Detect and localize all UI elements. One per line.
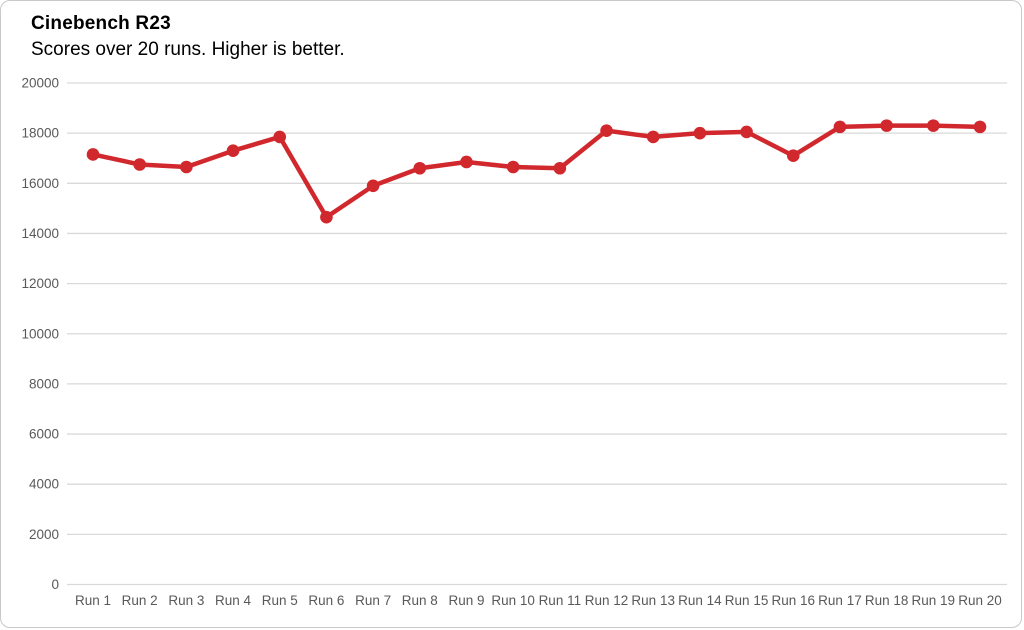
data-point [133,158,146,171]
data-point [927,119,940,132]
x-tick-label: Run 5 [262,593,298,608]
x-tick-label: Run 10 [491,593,535,608]
y-tick-label: 8000 [29,376,59,391]
y-tick-label: 16000 [21,176,59,191]
y-tick-label: 0 [51,577,59,592]
x-tick-label: Run 16 [771,593,815,608]
y-tick-label: 4000 [29,477,59,492]
x-tick-label: Run 6 [308,593,344,608]
y-tick-label: 6000 [29,427,59,442]
data-point [880,119,893,132]
data-point [786,149,800,163]
data-point [413,161,427,175]
x-tick-label: Run 19 [912,593,956,608]
y-tick-label: 18000 [21,126,59,141]
data-point [600,124,613,137]
data-point [366,179,380,193]
x-tick-label: Run 11 [539,593,582,608]
data-point [273,130,287,144]
data-point [833,120,847,134]
x-tick-label: Run 14 [678,593,722,608]
data-point [180,160,193,174]
data-point [740,125,753,139]
y-tick-label: 12000 [21,276,59,291]
x-tick-label: Run 9 [448,593,484,608]
x-tick-label: Run 8 [402,593,438,608]
x-tick-label: Run 15 [725,593,769,608]
data-point [86,148,100,161]
x-tick-label: Run 4 [215,593,252,608]
data-point [973,120,987,134]
y-tick-label: 20000 [21,76,59,91]
data-point [460,155,473,169]
data-point [506,160,520,174]
chart-header: Cinebench R23 Scores over 20 runs. Highe… [31,11,345,63]
y-tick-label: 14000 [21,226,59,241]
series-line [90,123,983,220]
y-tick-label: 2000 [29,527,59,542]
x-tick-label: Run 18 [865,593,909,608]
data-point [320,210,333,224]
x-tick-label: Run 12 [585,593,629,608]
x-tick-label: Run 1 [75,593,111,608]
x-tick-label: Run 7 [355,593,391,608]
data-point [646,130,660,144]
y-tick-label: 10000 [21,326,59,341]
data-point [226,144,240,158]
x-tick-label: Run 3 [168,593,204,608]
x-tick-label: Run 17 [818,593,862,608]
x-tick-label: Run 13 [631,593,675,608]
x-tick-label: Run 2 [122,593,158,608]
x-tick-label: Run 20 [958,593,1002,608]
chart-title: Cinebench R23 [31,13,171,34]
data-point [693,126,707,140]
data-point [553,161,567,175]
chart-subtitle: Scores over 20 runs. Higher is better. [31,39,345,60]
